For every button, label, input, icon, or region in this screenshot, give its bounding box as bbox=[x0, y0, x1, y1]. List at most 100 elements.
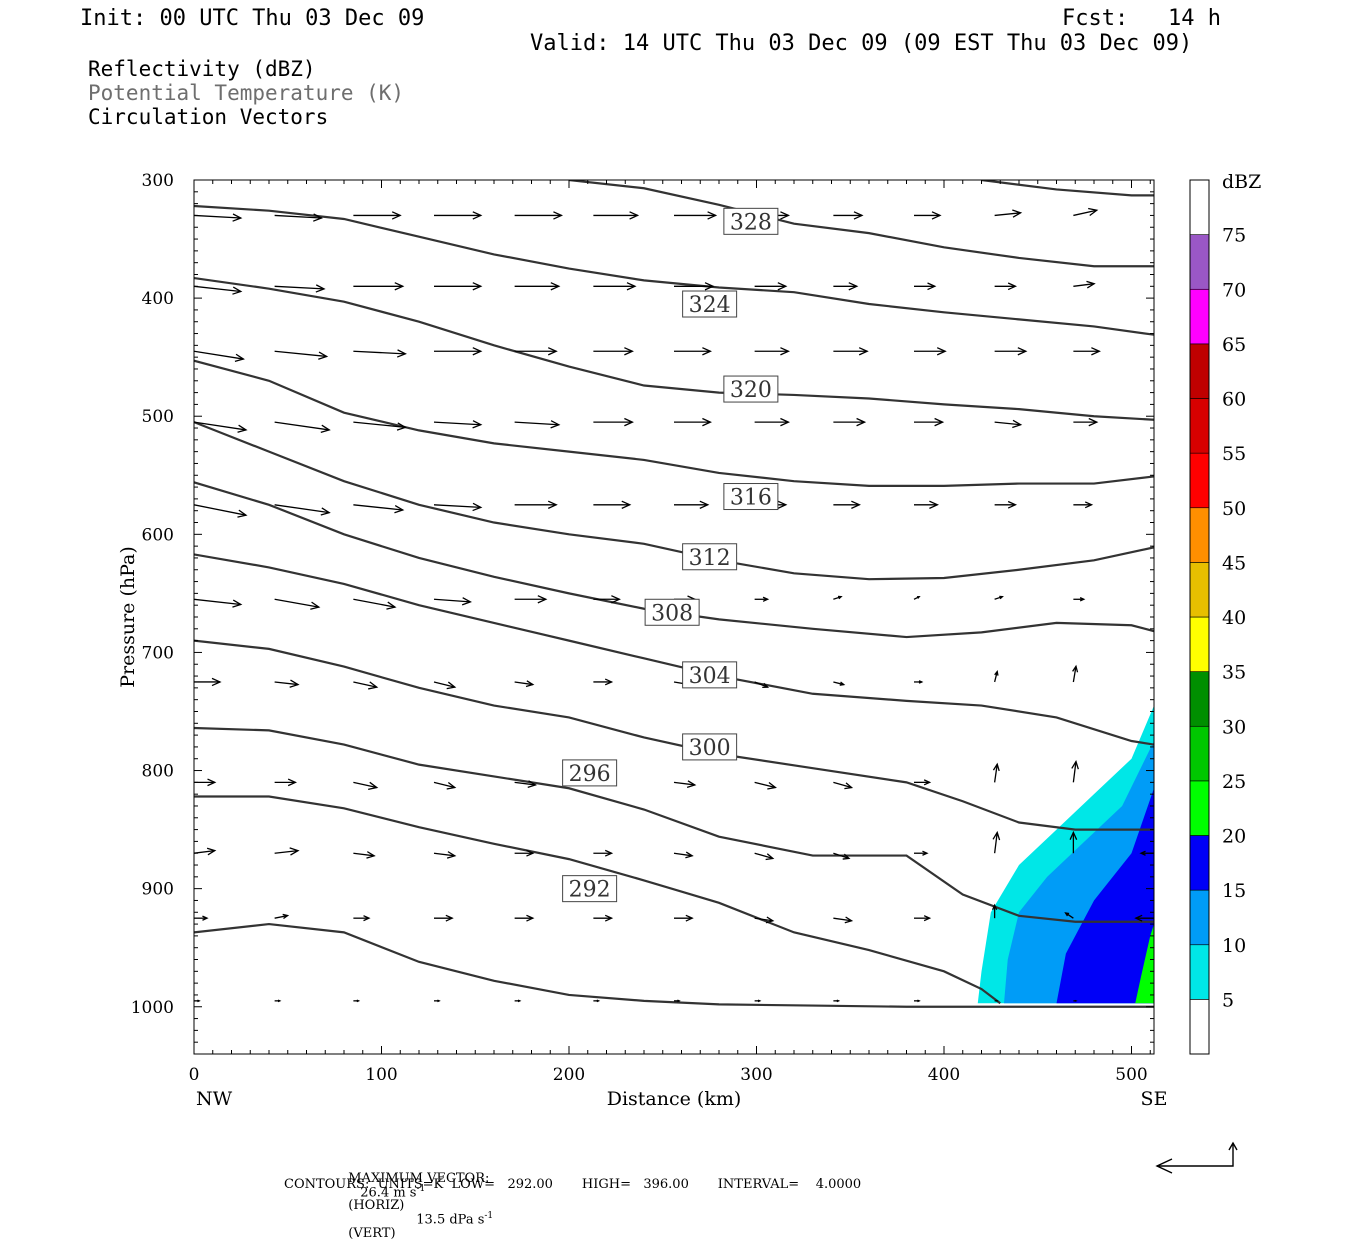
vector-shaft bbox=[1153, 214, 1154, 216]
vector-arrow bbox=[434, 999, 441, 1003]
vector-arrow bbox=[833, 999, 841, 1003]
vector-shaft bbox=[194, 350, 244, 360]
vector-shaft bbox=[274, 914, 288, 919]
y-tick-label: 300 bbox=[142, 171, 174, 191]
reference-vector-arrow bbox=[1155, 1141, 1238, 1174]
vector-head bbox=[931, 211, 942, 220]
vector-arrow bbox=[434, 282, 483, 291]
vector-arrow bbox=[673, 780, 697, 788]
vector-arrow bbox=[833, 500, 861, 509]
theta-contour-292 bbox=[194, 795, 1001, 1005]
vector-head bbox=[526, 914, 535, 922]
vector-arrow bbox=[994, 347, 1028, 356]
max-vector-horizontal-tag: (HORIZ) bbox=[348, 1198, 405, 1214]
vector-arrow bbox=[754, 596, 770, 602]
vector-head bbox=[765, 853, 775, 861]
vector-arrow bbox=[194, 350, 245, 362]
vector-arrow bbox=[994, 595, 1004, 600]
vector-shaft bbox=[514, 781, 536, 786]
vector-shaft bbox=[433, 852, 455, 857]
vector-head bbox=[996, 999, 999, 1002]
vector-arrow bbox=[754, 781, 777, 790]
vector-shaft bbox=[433, 781, 455, 789]
vector-head bbox=[277, 999, 282, 1003]
contour-label-text: 304 bbox=[689, 664, 731, 689]
vector-head bbox=[1012, 419, 1023, 429]
vector-arrow bbox=[194, 421, 248, 433]
vector-arrow bbox=[593, 282, 637, 291]
vector-arrow bbox=[274, 598, 321, 610]
vector-shaft bbox=[353, 421, 406, 428]
vector-arrow bbox=[1154, 419, 1175, 426]
vector-head bbox=[320, 507, 331, 516]
vector-head bbox=[1072, 664, 1079, 673]
vector-arrow bbox=[991, 903, 998, 919]
vector-arrow bbox=[194, 504, 248, 518]
vector-arrow bbox=[274, 504, 331, 516]
vector-arrow bbox=[593, 914, 614, 922]
colorbar-tick-label: 65 bbox=[1222, 334, 1246, 356]
vector-shaft bbox=[1153, 285, 1154, 287]
vector-arrow bbox=[353, 598, 397, 610]
vector-shaft bbox=[194, 598, 241, 606]
y-tick-label: 700 bbox=[142, 643, 174, 663]
vector-head bbox=[396, 349, 407, 358]
vector-arrow bbox=[353, 999, 361, 1003]
contour-label-box bbox=[682, 290, 738, 318]
vector-shaft bbox=[353, 781, 377, 789]
init-time: Init: 00 UTC Thu 03 Dec 09 bbox=[80, 6, 425, 31]
vector-arrow bbox=[1153, 350, 1154, 352]
vector-head bbox=[1156, 762, 1163, 771]
max-vector-vertical: 13.5 dPa s bbox=[416, 1212, 485, 1228]
max-vector-vertical-tag: (VERT) bbox=[348, 1225, 396, 1241]
legend-potential-temperature: Potential Temperature (K) bbox=[88, 81, 405, 105]
vector-arrow bbox=[914, 417, 945, 427]
vector-head bbox=[762, 596, 770, 602]
vector-arrow bbox=[194, 213, 243, 222]
vector-arrow bbox=[353, 211, 402, 220]
contour-label-box bbox=[682, 733, 738, 761]
vector-head bbox=[396, 422, 407, 431]
colorbar-tick-label: 35 bbox=[1222, 662, 1246, 684]
vector-head bbox=[394, 282, 405, 291]
vector-head bbox=[1064, 912, 1070, 917]
vector-arrow bbox=[992, 830, 1001, 854]
vector-head bbox=[844, 782, 854, 790]
vector-shaft bbox=[833, 917, 852, 922]
vector-shaft bbox=[514, 421, 559, 426]
vector-arrow bbox=[994, 999, 999, 1002]
vector-head bbox=[1088, 417, 1099, 427]
theta-contour-unlabeled-10 bbox=[981, 180, 1154, 197]
vector-head bbox=[547, 347, 558, 356]
colorbar-frame bbox=[1189, 179, 1210, 1055]
vector-arrow bbox=[1064, 912, 1074, 919]
vector-shaft bbox=[1073, 283, 1095, 287]
vector-shaft bbox=[353, 350, 406, 355]
max-vector-horizontal-exponent: -1 bbox=[416, 1184, 426, 1194]
vector-head bbox=[1134, 914, 1143, 922]
vector-shaft bbox=[353, 852, 375, 857]
theta-contour-296 bbox=[194, 726, 1154, 923]
vector-head bbox=[922, 850, 929, 856]
vector-head bbox=[206, 847, 217, 856]
vector-arrow bbox=[914, 779, 932, 786]
contour-label-box bbox=[682, 661, 738, 689]
vector-head bbox=[621, 500, 632, 509]
vector-arrow bbox=[593, 417, 634, 427]
vector-head bbox=[836, 999, 841, 1003]
vector-head bbox=[1084, 501, 1094, 509]
vector-shaft bbox=[514, 681, 533, 686]
theta-contours bbox=[194, 180, 1154, 1008]
vector-arrow bbox=[833, 417, 867, 427]
vector-arrow bbox=[673, 851, 694, 859]
colorbar-segment bbox=[1189, 507, 1210, 563]
colorbar-segment bbox=[1189, 889, 1210, 946]
vector-arrow bbox=[914, 850, 929, 856]
vector-arrow bbox=[194, 285, 243, 295]
vector-arrow bbox=[833, 595, 843, 600]
vector-shaft bbox=[353, 504, 403, 511]
vector-head bbox=[1012, 209, 1023, 218]
vector-head bbox=[1069, 830, 1078, 840]
vector-arrow bbox=[914, 500, 939, 509]
vector-arrow bbox=[1154, 502, 1172, 508]
